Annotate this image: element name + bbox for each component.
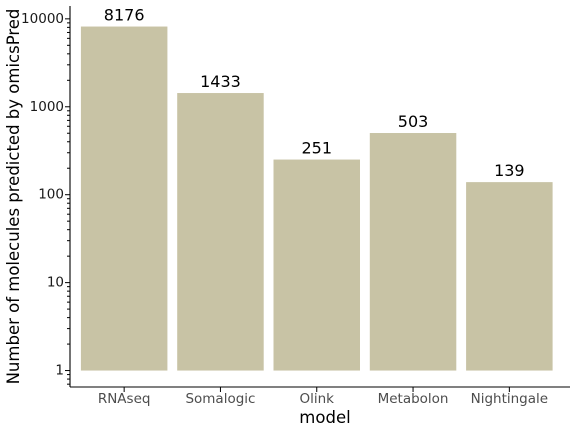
data-labels-group: 8176 1433 251 503 139 [104, 6, 525, 181]
x-tick-label-rnaseq: RNAseq [98, 391, 151, 407]
y-tick-label: 10000 [21, 11, 64, 27]
y-axis-ticks: 1 10 100 1000 10000 [21, 11, 70, 379]
x-tick-label-nightingale: Nightingale [471, 391, 548, 407]
y-tick-label: 10 [47, 275, 64, 291]
data-label-olink: 251 [301, 139, 332, 158]
y-tick-label: 100 [38, 187, 64, 203]
x-tick-label-metabolon: Metabolon [378, 391, 449, 407]
data-label-rnaseq: 8176 [104, 6, 145, 25]
y-axis-title: Number of molecules predicted by omicsPr… [4, 9, 23, 385]
bar-nightingale [466, 182, 553, 371]
data-label-somalogic: 1433 [200, 72, 241, 91]
data-label-metabolon: 503 [398, 112, 429, 131]
bar-metabolon [369, 133, 457, 371]
bar-rnaseq [80, 26, 168, 371]
x-axis-title: model [299, 408, 350, 427]
y-tick-label: 1 [55, 363, 64, 379]
y-tick-label: 1000 [30, 99, 64, 115]
data-label-nightingale: 139 [494, 161, 525, 180]
x-tick-label-olink: Olink [299, 391, 334, 407]
bar-olink [273, 159, 360, 371]
bars-group [80, 26, 553, 371]
bar-somalogic [177, 93, 264, 371]
x-tick-label-somalogic: Somalogic [185, 391, 255, 407]
x-axis-ticks: RNAseq Somalogic Olink Metabolon Nightingale [98, 387, 548, 407]
